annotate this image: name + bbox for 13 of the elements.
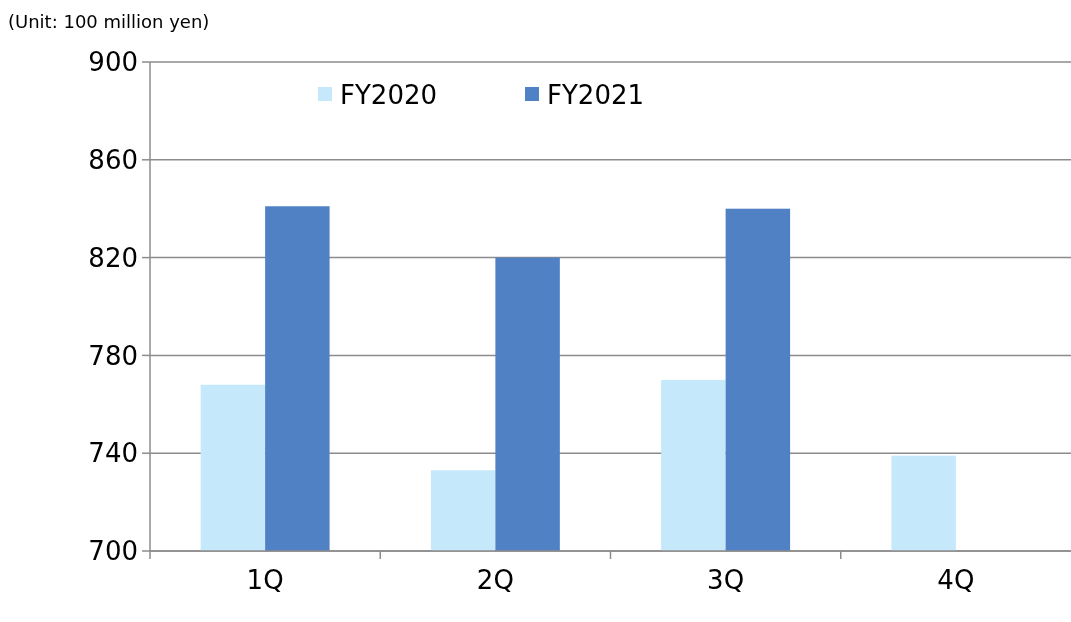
y-tick-label: 780	[88, 340, 138, 371]
y-tick-label: 860	[88, 144, 138, 175]
y-tick-label: 740	[88, 438, 138, 469]
y-tick-label: 900	[88, 47, 138, 78]
x-tick-label: 4Q	[937, 565, 975, 595]
legend-label: FY2021	[547, 80, 645, 111]
text: (Unit: 100 million yen)	[8, 11, 210, 32]
y-tick-label: 700	[88, 536, 138, 567]
y-tick-label: 820	[88, 242, 138, 273]
legend-label: FY2020	[340, 80, 438, 111]
x-tick-label: 1Q	[246, 565, 284, 595]
x-tick-label: 3Q	[707, 565, 745, 595]
x-tick-label: 2Q	[476, 565, 514, 595]
